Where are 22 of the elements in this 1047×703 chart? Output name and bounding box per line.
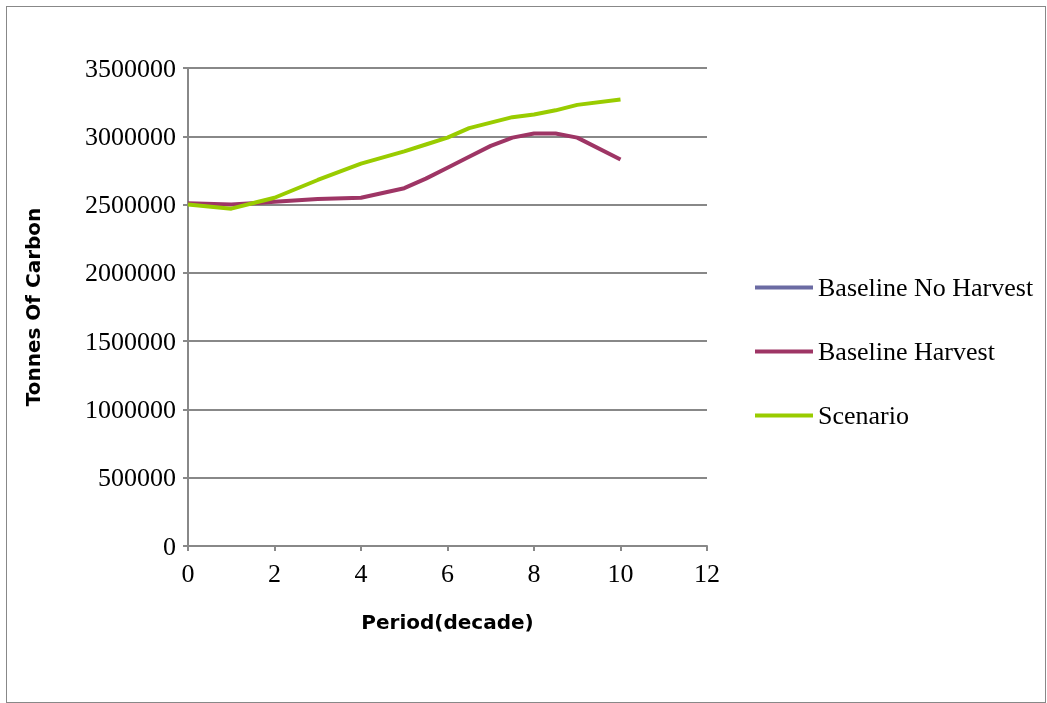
legend-label: Scenario (818, 401, 909, 430)
x-tick-label: 0 (181, 558, 195, 588)
legend-label: Baseline Harvest (818, 337, 996, 366)
y-tick-label: 500000 (98, 463, 176, 493)
y-tick-label: 1500000 (85, 326, 176, 356)
x-tick-label: 2 (268, 558, 281, 588)
y-axis-title: Tonnes Of Carbon (21, 207, 45, 407)
x-tick-label: 12 (694, 558, 720, 588)
y-tick-label: 2000000 (85, 258, 176, 288)
x-tick-label: 6 (441, 558, 454, 588)
x-tick-label: 8 (527, 558, 541, 588)
legend-label: Baseline No Harvest (818, 273, 1034, 302)
y-tick-label: 0 (163, 531, 176, 561)
y-tick-label: 2500000 (85, 190, 176, 220)
x-axis-title: Period(decade) (361, 610, 534, 634)
y-tick-label: 3500000 (85, 53, 176, 83)
y-tick-label: 3000000 (85, 121, 176, 151)
line-series (186, 131, 623, 207)
x-tick-label: 4 (354, 558, 368, 588)
line-series (186, 97, 623, 211)
y-tick-label: 1000000 (85, 394, 176, 424)
x-tick-label: 10 (607, 558, 634, 588)
